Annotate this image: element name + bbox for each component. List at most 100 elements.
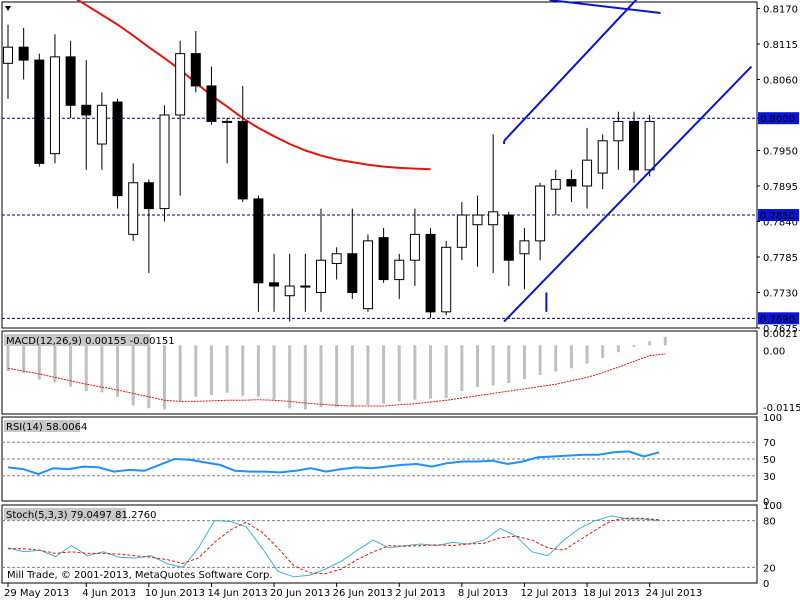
bull-candle-body (644, 120, 655, 171)
bull-candle-body (3, 46, 13, 64)
bull-candle-body (613, 120, 624, 142)
bear-candle-body (237, 120, 248, 200)
candle (472, 195, 483, 267)
price-tick-label: 0.7675 (763, 324, 798, 335)
bull-candle-body (159, 114, 170, 210)
level-tag-bg (758, 112, 799, 125)
level-tag: 0.7850 (760, 211, 795, 222)
channel-top-segment (549, 0, 661, 14)
candle (629, 111, 639, 183)
candle (441, 240, 452, 316)
candle (503, 211, 514, 287)
date-axis: 29 May 2013 4 Jun 2013 10 Jun 2013 14 Jun 2… (4, 583, 702, 599)
bull-candle-body (535, 185, 546, 242)
price-tick-label: 0.7840 (763, 217, 798, 228)
candle (347, 208, 358, 299)
candle (519, 227, 530, 290)
price-panel: 0.8170 0.8115 0.8060 0.8000 0.7950 0.7895 0.78… (1, 0, 799, 335)
candle (222, 118, 233, 164)
bull-candle-body (519, 240, 530, 255)
date-tick-label: 18 Jul 2013 (583, 588, 640, 599)
macd-tick-label: -0.01152 (763, 403, 800, 414)
macd-tick-label: 0.00217 (763, 329, 800, 340)
rsi-title: RSI(14) 58.0064 (6, 422, 87, 433)
candle (175, 40, 186, 196)
moving-average-line (75, 0, 431, 171)
rsi-tick-label: 0 (763, 497, 769, 508)
stoch-frame (1, 504, 758, 584)
candle (582, 127, 593, 209)
level-tag-bg (758, 312, 799, 325)
bull-candle-body (316, 259, 326, 293)
candle (456, 202, 467, 261)
bull-candle-body (128, 182, 139, 235)
candle (3, 24, 13, 99)
date-tick-label: 4 Jun 2013 (82, 588, 136, 599)
channel-lower-line (503, 65, 753, 323)
candle (65, 40, 76, 119)
stoch-tick-label: 0 (763, 579, 769, 590)
candle (190, 31, 201, 93)
price-tick-label: 0.8060 (763, 75, 798, 86)
rsi-tick-label: 50 (763, 455, 776, 466)
bull-candle-body (362, 240, 373, 310)
rsi-panel: RSI(14) 58.0064 100 70 50 30 0 (1, 413, 782, 508)
candle (425, 227, 436, 319)
bear-candle-body (566, 179, 577, 187)
candle (253, 195, 264, 312)
candle (81, 60, 92, 170)
macd-panel: MACD(12,26,9) 0.00155 -0.00151 0.00217 0.0… (1, 329, 800, 415)
candle (331, 247, 342, 280)
date-tick-label: 12 Jul 2013 (520, 588, 577, 599)
candle (300, 253, 311, 312)
candle (128, 163, 139, 241)
bull-candle-body (409, 233, 420, 261)
dropdown-arrow-icon (5, 6, 11, 11)
price-tick-label: 0.7950 (763, 146, 798, 157)
candle (597, 134, 608, 190)
bull-candle-body (441, 246, 452, 313)
bull-candle-body (300, 285, 311, 288)
price-tick-label: 0.7895 (763, 182, 798, 193)
candle (394, 253, 405, 299)
candle (237, 85, 248, 203)
stoch-title: Stoch(5,3,3) 79.0497 81.2760 (6, 510, 157, 521)
price-tick-label: 0.7730 (763, 288, 798, 299)
channel-upper-line (503, 0, 638, 142)
date-tick-label: 29 May 2013 (4, 588, 69, 599)
level-tag: 0.8000 (760, 114, 795, 125)
date-tick-label: 26 Jun 2013 (333, 588, 393, 599)
bear-candle-body (18, 46, 29, 61)
level-tag-bg (758, 209, 799, 222)
date-tick-label: 8 Jul 2013 (458, 588, 508, 599)
candle (112, 98, 123, 209)
bear-candle-body (81, 104, 92, 116)
macd-signal-line (7, 353, 666, 407)
bull-candle-body (488, 211, 499, 226)
bear-candle-body (378, 237, 389, 281)
price-tick-label: 0.8115 (763, 40, 798, 51)
stoch-tick-label: 20 (763, 563, 776, 574)
candle (159, 105, 170, 222)
bull-candle-body (96, 104, 107, 145)
candle (362, 234, 373, 312)
candle (613, 111, 624, 170)
candle (96, 92, 107, 170)
rsi-tick-label: 100 (763, 413, 782, 424)
date-tick-label: 2 Jul 2013 (395, 588, 445, 599)
bear-candle-body (253, 198, 264, 284)
bear-candle-body (269, 282, 280, 287)
candle (143, 179, 154, 274)
date-tick-label: 20 Jun 2013 (270, 588, 330, 599)
candle (284, 253, 295, 322)
bull-candle-body (394, 259, 405, 281)
candle (378, 227, 389, 283)
candle (488, 134, 499, 274)
rsi-title-bg (4, 420, 80, 432)
macd-title-bg (4, 334, 150, 346)
bear-candle-body (206, 85, 217, 122)
date-tick-label: 14 Jun 2013 (207, 588, 267, 599)
candle (409, 208, 420, 287)
